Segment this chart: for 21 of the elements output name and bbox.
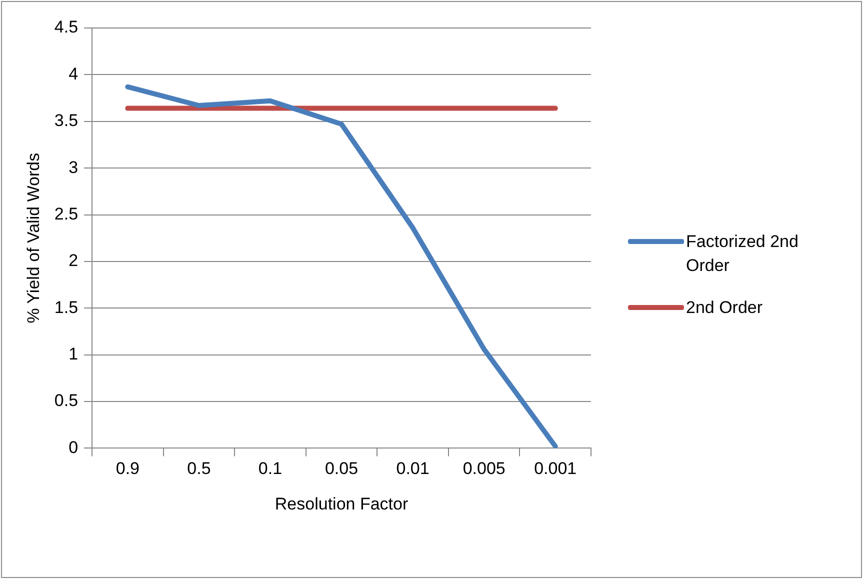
y-tick-label: 3.5 [54, 111, 78, 130]
x-tick-label: 0.005 [462, 459, 506, 478]
x-tick-label: 0.5 [187, 459, 211, 478]
y-tick-label: 1.5 [54, 298, 78, 317]
y-tick-label: 2 [68, 251, 78, 270]
x-tick-label: 0.001 [534, 459, 577, 478]
x-tick-label: 0.05 [324, 459, 358, 478]
y-tick-label: 0 [68, 438, 78, 457]
y-tick-label: 2.5 [54, 204, 78, 224]
x-tick-label: 0.01 [396, 459, 430, 478]
x-axis-title: Resolution Factor [274, 494, 408, 514]
y-tick-label: 3 [68, 158, 78, 177]
legend-label: Factorized 2nd Order [686, 231, 800, 277]
y-tick-label: 4.5 [54, 18, 78, 37]
legend-label: 2nd Order [686, 297, 764, 319]
x-tick-label: 0.1 [258, 459, 282, 478]
y-tick-label: 4 [68, 64, 78, 84]
y-axis-title: % Yield of Valid Words [24, 152, 43, 324]
y-tick-label: 0.5 [54, 391, 78, 410]
y-tick-label: 1 [68, 344, 78, 364]
x-tick-label: 0.9 [116, 459, 140, 478]
